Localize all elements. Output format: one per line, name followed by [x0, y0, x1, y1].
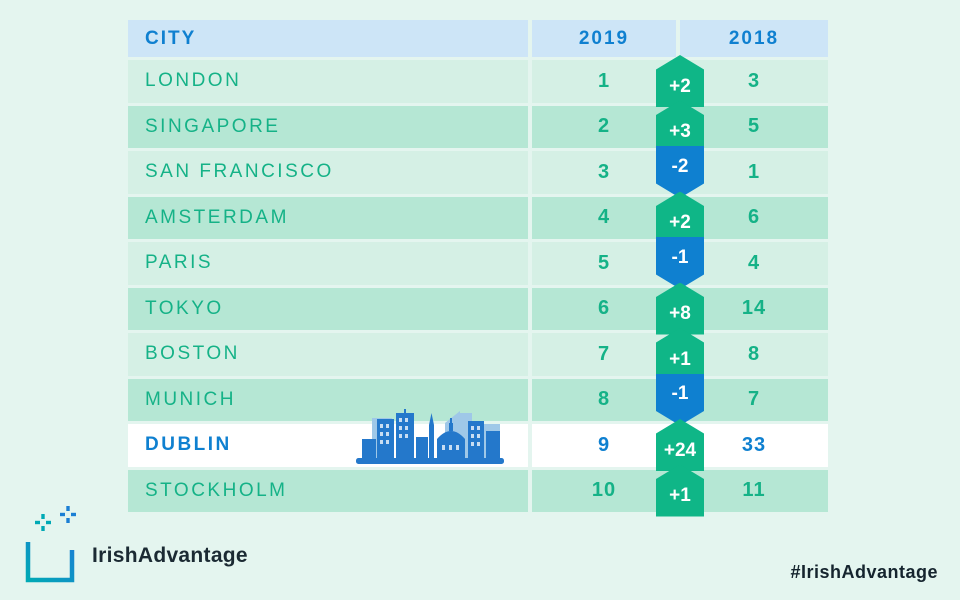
irish-advantage-logo-icon: [25, 506, 76, 583]
rank-2018: 1: [747, 160, 761, 183]
rank-2019: 1: [597, 69, 611, 92]
table-row-london: LONDON 1 3 +2: [128, 55, 828, 107]
rank-2019: 2: [597, 115, 611, 138]
city-name: SAN FRANCISCO: [145, 161, 334, 183]
rank-2018: 11: [742, 479, 766, 502]
header-cell-2019: 2019: [532, 20, 676, 57]
rank-2019: 8: [597, 388, 611, 411]
table-row-dublin-highlighted: DUBLIN: [128, 408, 828, 471]
irish-advantage-logo-text: IrishAdvantage: [92, 544, 248, 567]
city-name: DUBLIN: [145, 434, 232, 456]
rank-2018: 6: [747, 206, 761, 229]
city-name: PARIS: [145, 252, 214, 274]
rank-2019: 10: [591, 479, 617, 502]
table-row-stockholm: STOCKHOLM 10 11 +1: [128, 464, 828, 517]
rank-2019: 9: [597, 433, 611, 456]
rank-2018: 14: [741, 297, 767, 320]
rank-2019: 6: [597, 297, 611, 320]
rank-2019: 5: [597, 251, 611, 274]
rank-2019: 3: [597, 160, 611, 183]
hashtag-text: #IrishAdvantage: [790, 562, 938, 582]
city-name: TOKYO: [145, 297, 224, 319]
rank-2019: 7: [597, 342, 611, 365]
table-row-amsterdam: AMSTERDAM 4 6 +2: [128, 191, 828, 244]
rank-2018: 4: [747, 251, 761, 274]
rank-2019: 4: [597, 206, 611, 229]
ranking-table: CITY 2019 2018 LONDON 1 3 +2 SINGAPORE 2…: [128, 20, 828, 517]
dublin-skyline-illustration: [356, 408, 504, 464]
rank-2018: 7: [747, 388, 761, 411]
table-row-tokyo: TOKYO 6 14 +8: [128, 282, 828, 335]
city-name: MUNICH: [145, 388, 236, 410]
header-label-2019: 2019: [578, 27, 630, 49]
city-name: SINGAPORE: [145, 115, 281, 137]
table-row-san-francisco: SAN FRANCISCO 3 1 -2: [128, 146, 828, 198]
city-name: LONDON: [145, 70, 242, 92]
table-row-singapore: SINGAPORE 2 5 +3: [128, 100, 828, 153]
table-row-boston: BOSTON 7 8 +1: [128, 328, 828, 380]
table-row-munich: MUNICH 8 7 -1: [128, 373, 828, 426]
table-row-paris: PARIS 5 4 -1: [128, 237, 828, 289]
header-label-city: CITY: [145, 27, 197, 49]
table-header-row: CITY 2019 2018: [128, 20, 828, 57]
rank-2018: 8: [747, 342, 761, 365]
header-cell-city: CITY: [128, 20, 528, 57]
city-name: STOCKHOLM: [145, 479, 288, 501]
rank-2018: 3: [747, 69, 761, 92]
rank-2018: 5: [747, 115, 761, 138]
city-name: AMSTERDAM: [145, 206, 289, 228]
header-label-2018: 2018: [728, 27, 780, 49]
city-name: BOSTON: [145, 343, 240, 365]
header-cell-2018: 2018: [680, 20, 828, 57]
rank-2018: 33: [741, 433, 767, 456]
